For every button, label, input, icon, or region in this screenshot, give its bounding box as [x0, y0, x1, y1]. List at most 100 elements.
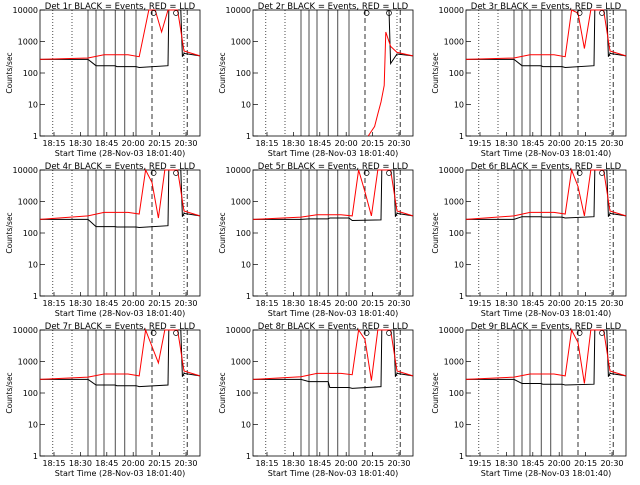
y-axis-label: Counts/sec — [5, 212, 14, 253]
peak-marker — [363, 10, 370, 16]
x-tick-label: 18:30 — [69, 299, 92, 308]
panel-det-8r: Det 8r BLACK = Events, RED = LLD 1 10 100 10… — [218, 322, 414, 478]
y-tick-label: 1 — [459, 292, 464, 301]
x-tick-label: 18:30 — [495, 299, 518, 308]
panel-title: Det 6r BLACK = Events, RED = LLD — [471, 162, 622, 172]
y-tick-label: 10 — [241, 421, 251, 430]
series-lld — [367, 31, 414, 137]
series-events — [466, 9, 627, 69]
x-tick-label: 20:30 — [600, 139, 623, 148]
x-tick-label: 20:00 — [335, 139, 358, 148]
series-lld — [39, 328, 201, 380]
peak-marker — [150, 330, 157, 336]
y-tick-label: 10 — [28, 421, 38, 430]
plot-frame — [252, 169, 414, 297]
x-axis-label: Start Time (28-Nov-03 18:01:40) — [268, 149, 398, 158]
x-tick-label: 20:15 — [148, 139, 171, 148]
y-axis-label: Counts/sec — [218, 212, 227, 253]
x-tick-label: 20:00 — [548, 459, 571, 468]
x-tick-label: 19:15 — [468, 139, 491, 148]
y-tick-label: 10 — [241, 261, 251, 270]
y-tick-label: 10000 — [439, 166, 464, 175]
y-tick-label: 1000 — [231, 358, 251, 367]
y-axis-label: Counts/sec — [218, 372, 227, 413]
x-axis-label: Start Time (28-Nov-03 18:01:40) — [481, 469, 611, 478]
peak-marker — [150, 170, 157, 176]
series-events — [466, 329, 627, 386]
panel-det-9r: Det 9r BLACK = Events, RED = LLD 1 10 100 10… — [431, 322, 627, 478]
panel-title: Det 2r BLACK = Events, RED = LLD — [258, 2, 409, 12]
x-tick-label: 20:30 — [174, 299, 197, 308]
y-tick-label: 1 — [246, 452, 251, 461]
y-tick-label: 1000 — [18, 358, 38, 367]
x-tick-label: 18:15 — [255, 299, 278, 308]
y-tick-label: 100 — [23, 389, 38, 398]
x-axis-label: Start Time (28-Nov-03 18:01:40) — [481, 149, 611, 158]
panel-title: Det 9r BLACK = Events, RED = LLD — [471, 322, 622, 332]
y-tick-label: 10 — [454, 261, 464, 270]
y-tick-label: 10000 — [439, 6, 464, 15]
peak-marker — [599, 170, 605, 176]
y-tick-label: 10 — [28, 101, 38, 110]
x-tick-label: 18:15 — [42, 459, 65, 468]
y-tick-label: 10 — [454, 421, 464, 430]
y-tick-label: 10000 — [13, 326, 38, 335]
peak-marker — [363, 170, 370, 176]
plot-frame — [252, 9, 414, 137]
x-tick-label: 18:45 — [95, 299, 118, 308]
panel-det-5r: Det 5r BLACK = Events, RED = LLD 1 10 100 10… — [218, 162, 414, 318]
y-tick-label: 1 — [459, 452, 464, 461]
peak-marker — [173, 10, 179, 16]
x-tick-label: 20:00 — [548, 299, 571, 308]
y-tick-label: 1 — [33, 452, 38, 461]
peak-marker — [363, 330, 370, 336]
x-tick-label: 18:45 — [308, 459, 331, 468]
y-tick-label: 1 — [33, 292, 38, 301]
peak-marker — [386, 170, 392, 176]
x-tick-label: 20:15 — [361, 139, 384, 148]
x-tick-label: 20:30 — [387, 459, 410, 468]
peak-marker — [150, 10, 157, 16]
x-tick-label: 20:30 — [387, 299, 410, 308]
y-tick-label: 1000 — [444, 38, 464, 47]
peak-marker — [576, 170, 583, 176]
panel-det-3r: Det 3r BLACK = Events, RED = LLD 1 10 100 10… — [431, 2, 627, 158]
y-axis-label: Counts/sec — [5, 52, 14, 93]
x-tick-label: 20:00 — [122, 459, 145, 468]
x-tick-label: 18:30 — [282, 299, 305, 308]
y-tick-label: 100 — [449, 229, 464, 238]
x-tick-label: 18:15 — [255, 139, 278, 148]
x-tick-label: 20:30 — [387, 139, 410, 148]
peak-marker — [386, 330, 392, 336]
panel-title: Det 5r BLACK = Events, RED = LLD — [258, 162, 409, 172]
panel-det-2r: Det 2r BLACK = Events, RED = LLD 1 10 100 10… — [218, 2, 414, 158]
x-axis-label: Start Time (28-Nov-03 18:01:40) — [55, 149, 185, 158]
panel-det-1r: Det 1r BLACK = Events, RED = LLD 1 10 100 10… — [5, 2, 201, 158]
peak-marker — [386, 10, 392, 16]
x-axis-label: Start Time (28-Nov-03 18:01:40) — [268, 309, 398, 318]
y-tick-label: 1000 — [444, 358, 464, 367]
series-lld — [465, 168, 627, 220]
y-tick-label: 100 — [23, 229, 38, 238]
y-tick-label: 100 — [449, 389, 464, 398]
series-events — [40, 329, 201, 388]
x-tick-label: 18:45 — [521, 299, 544, 308]
x-tick-label: 20:15 — [574, 299, 597, 308]
plot-frame — [465, 9, 627, 137]
x-tick-label: 20:30 — [174, 139, 197, 148]
y-tick-label: 1 — [246, 292, 251, 301]
x-tick-label: 20:15 — [361, 299, 384, 308]
y-tick-label: 10000 — [226, 326, 251, 335]
y-tick-label: 10000 — [13, 6, 38, 15]
y-tick-label: 1000 — [18, 198, 38, 207]
y-axis-label: Counts/sec — [431, 212, 440, 253]
x-tick-label: 18:45 — [308, 139, 331, 148]
x-tick-label: 20:30 — [600, 299, 623, 308]
x-tick-label: 20:00 — [548, 139, 571, 148]
series-events — [253, 329, 414, 389]
y-axis-label: Counts/sec — [431, 52, 440, 93]
series-lld — [465, 9, 627, 60]
x-tick-label: 20:00 — [335, 299, 358, 308]
panel-title: Det 1r BLACK = Events, RED = LLD — [45, 2, 196, 12]
